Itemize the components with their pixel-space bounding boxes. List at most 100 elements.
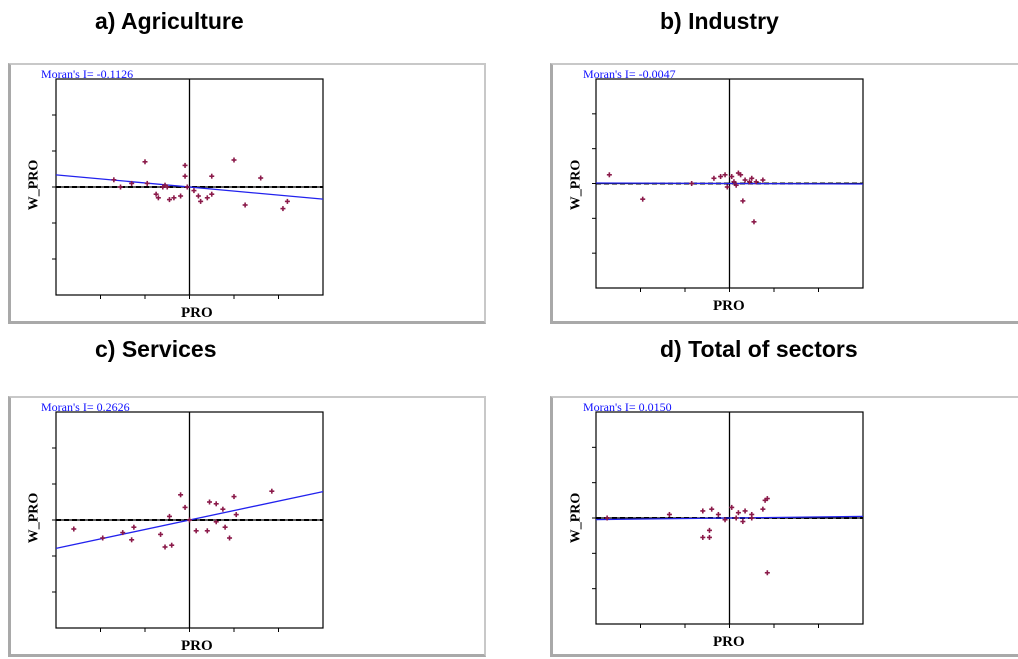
data-point bbox=[182, 162, 188, 168]
data-point bbox=[742, 177, 748, 183]
data-point bbox=[604, 515, 610, 521]
data-point bbox=[164, 184, 170, 190]
data-point bbox=[738, 172, 744, 178]
data-point bbox=[706, 527, 712, 533]
data-point bbox=[184, 184, 190, 190]
data-point bbox=[751, 219, 757, 225]
data-point bbox=[171, 195, 177, 201]
data-point bbox=[284, 198, 290, 204]
data-point bbox=[166, 513, 172, 519]
regression-line bbox=[595, 182, 864, 185]
data-point bbox=[153, 191, 159, 197]
data-point bbox=[111, 177, 117, 183]
data-point bbox=[129, 180, 135, 186]
plot-area bbox=[52, 78, 324, 299]
data-point bbox=[195, 193, 201, 199]
panel-b-title: b) Industry bbox=[660, 8, 779, 34]
morans-i-label: Moran's I= -0.1126 bbox=[41, 67, 134, 81]
data-point bbox=[689, 181, 695, 186]
data-point bbox=[178, 193, 184, 199]
data-point bbox=[753, 179, 759, 185]
data-point bbox=[162, 544, 168, 550]
data-point bbox=[280, 206, 286, 212]
data-point bbox=[169, 542, 175, 548]
data-point bbox=[155, 195, 161, 201]
data-point bbox=[729, 504, 735, 510]
data-point bbox=[764, 496, 770, 502]
data-point bbox=[729, 174, 735, 180]
data-point bbox=[666, 511, 672, 517]
data-point bbox=[231, 494, 237, 500]
data-point bbox=[198, 198, 204, 204]
morans-i-label: Moran's I= 0.2626 bbox=[41, 400, 130, 414]
data-point bbox=[733, 515, 739, 521]
data-point bbox=[182, 173, 188, 179]
data-point bbox=[258, 175, 264, 181]
scatter-panel-b: Moran's I= -0.0047 W_PRO PRO bbox=[550, 63, 1018, 324]
plot-area bbox=[52, 411, 324, 632]
data-point bbox=[640, 196, 646, 202]
data-point bbox=[209, 173, 215, 179]
panel-d-title: d) Total of sectors bbox=[660, 336, 858, 362]
data-point bbox=[764, 570, 770, 576]
data-point bbox=[231, 157, 237, 163]
data-point bbox=[213, 501, 219, 507]
scatter-panel-c: Moran's I= 0.2626 W_PRO PRO bbox=[8, 396, 486, 657]
data-point bbox=[71, 526, 77, 532]
data-point bbox=[740, 198, 746, 204]
data-point bbox=[749, 175, 755, 181]
data-point bbox=[722, 517, 728, 523]
y-axis-label: W_PRO bbox=[568, 492, 584, 544]
data-point bbox=[131, 524, 137, 530]
regression-line bbox=[595, 515, 864, 521]
y-axis-label: W_PRO bbox=[568, 159, 584, 211]
data-point bbox=[129, 537, 135, 543]
data-point bbox=[740, 519, 746, 525]
data-point bbox=[142, 159, 148, 165]
scatter-panel-a: Moran's I= -0.1126 W_PRO PRO bbox=[8, 63, 486, 324]
data-point bbox=[242, 202, 248, 208]
data-point bbox=[166, 197, 172, 203]
data-point bbox=[700, 508, 706, 514]
morans-i-label: Moran's I= 0.0150 bbox=[583, 400, 672, 414]
data-point bbox=[191, 188, 197, 194]
data-point bbox=[100, 535, 106, 541]
data-point bbox=[709, 506, 715, 512]
panel-c-title: c) Services bbox=[95, 336, 217, 362]
data-point bbox=[220, 506, 226, 512]
data-point bbox=[213, 519, 219, 525]
data-point bbox=[715, 511, 721, 517]
data-point bbox=[269, 488, 275, 494]
plot-area bbox=[592, 411, 864, 628]
data-point bbox=[178, 492, 184, 498]
y-axis-label: W_PRO bbox=[26, 492, 42, 544]
y-axis-label: W_PRO bbox=[26, 159, 42, 211]
data-point bbox=[222, 524, 228, 530]
data-point bbox=[207, 499, 213, 505]
data-point bbox=[722, 172, 728, 178]
data-point bbox=[760, 506, 766, 512]
data-point bbox=[706, 534, 712, 540]
plot-area bbox=[592, 78, 864, 292]
morans-i-label: Moran's I= -0.0047 bbox=[583, 67, 676, 81]
data-point bbox=[749, 515, 755, 521]
x-axis-label: PRO bbox=[713, 298, 745, 314]
data-point bbox=[118, 184, 124, 190]
scatter-panel-d: Moran's I= 0.0150 W_PRO PRO bbox=[550, 396, 1018, 657]
data-point bbox=[204, 195, 210, 201]
data-point bbox=[731, 179, 737, 185]
data-point bbox=[760, 177, 766, 183]
data-point bbox=[711, 175, 717, 181]
data-point bbox=[724, 184, 730, 190]
data-point bbox=[233, 512, 239, 518]
data-point bbox=[144, 180, 150, 186]
data-point bbox=[747, 179, 753, 185]
data-point bbox=[182, 504, 188, 510]
data-point bbox=[120, 530, 126, 536]
data-point bbox=[193, 528, 199, 534]
data-point bbox=[227, 535, 233, 541]
x-axis-label: PRO bbox=[713, 634, 745, 650]
data-point bbox=[733, 182, 739, 188]
data-point bbox=[606, 172, 612, 178]
data-point bbox=[160, 184, 166, 190]
